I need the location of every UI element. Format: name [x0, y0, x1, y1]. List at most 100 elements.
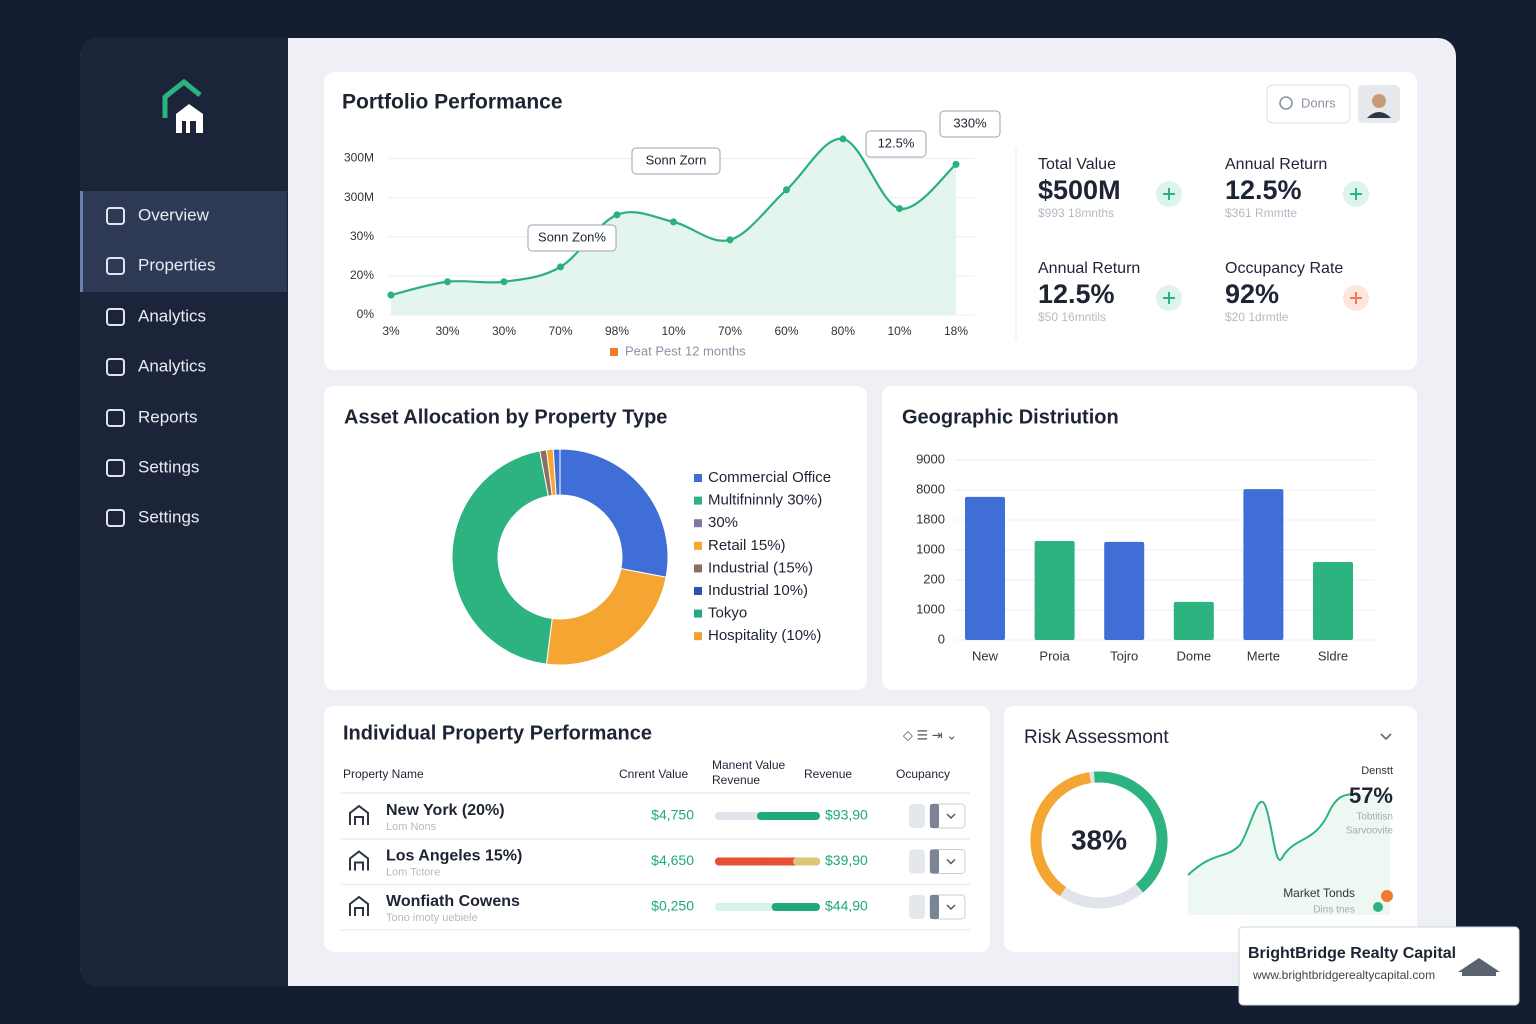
x-tick-label: 70%: [718, 324, 742, 338]
property-sub: Lom Nons: [386, 821, 437, 833]
line-point: [444, 278, 451, 286]
kpi-label: Annual Return: [1038, 260, 1140, 277]
legend-swatch: [694, 474, 702, 482]
annotation-box: [939, 110, 1001, 138]
bar: [1313, 562, 1353, 640]
property-sub: Tono imoty uebiele: [386, 912, 478, 924]
kpi-sub: $20 1drmtle: [1225, 310, 1289, 324]
nav-item[interactable]: Overview: [138, 205, 210, 224]
x-tick-label: Proia: [1039, 648, 1070, 663]
y-tick-label: 1000: [916, 541, 945, 556]
annotation-box: [527, 224, 617, 252]
bar: [1104, 541, 1145, 640]
row-icon: [349, 895, 369, 916]
dropdown-caret: [946, 858, 956, 865]
x-tick-label: 3%: [382, 324, 400, 338]
table-header: Ocupancy: [896, 767, 950, 781]
nav-item[interactable]: Settings: [138, 457, 199, 476]
kpi-icon-plus: [1350, 292, 1362, 304]
y-tick-label: 9000: [916, 451, 945, 466]
risk-sub: Tobtitisn: [1356, 812, 1393, 823]
kpi-label: Occupancy Rate: [1225, 260, 1343, 277]
search-placeholder: Donrs: [1301, 95, 1336, 110]
nav-icon: [106, 308, 125, 326]
toggle[interactable]: [909, 804, 925, 828]
property-revenue: $93,90: [825, 807, 868, 823]
nav-icon: [106, 409, 125, 427]
dropdown-left: [930, 804, 939, 828]
property-revenue: $44,90: [825, 898, 868, 914]
search-icon: [1279, 96, 1293, 110]
kpi-icon-plus: [1350, 188, 1362, 200]
legend-swatch: [694, 564, 702, 573]
kpi-label: Annual Return: [1225, 156, 1327, 173]
table-tools: ◇ ☰ ⇥ ⌄: [903, 727, 957, 742]
annotation: 12.5%: [878, 135, 915, 150]
property-revenue: $39,90: [825, 852, 868, 868]
property-name: New York (20%): [386, 802, 505, 819]
kpi-icon-plus: [1163, 292, 1175, 304]
nav-item[interactable]: Properties: [138, 255, 215, 274]
donut-segment: [559, 448, 669, 578]
card-title: Portfolio Performance: [342, 91, 563, 114]
legend-swatch: [694, 609, 702, 618]
gauge-label: 38%: [1071, 824, 1127, 855]
toggle[interactable]: [909, 849, 925, 874]
brand-name: BrightBridge Realty Capital: [1248, 945, 1456, 962]
progress-fill: [771, 903, 820, 911]
legend-label: Tokyo: [708, 605, 747, 622]
donut-segment: [552, 448, 561, 496]
kpi-sub: $361 Rmmtte: [1225, 206, 1297, 220]
dropdown-caret: [946, 904, 956, 911]
toggle[interactable]: [909, 895, 925, 919]
line-point: [670, 218, 677, 226]
line-point: [500, 278, 508, 286]
line-point: [726, 236, 734, 244]
legend-swatch: [610, 348, 618, 356]
legend-label: Hospitality (10%): [708, 627, 821, 644]
card-title: Individual Property Performance: [343, 722, 652, 744]
property-name: Wonfiath Cowens: [386, 893, 520, 910]
kpi-value: 92%: [1225, 279, 1279, 309]
y-tick-label: 8000: [916, 481, 945, 496]
line-point: [896, 205, 903, 213]
card: [324, 706, 990, 952]
row-icon: [349, 804, 369, 825]
bar: [1243, 489, 1284, 640]
risk-dot: [1373, 902, 1383, 912]
sparkline-area: [1188, 794, 1390, 915]
table-header: Revenue: [712, 773, 760, 787]
search-box[interactable]: [1266, 84, 1351, 124]
card-title: Geographic Distriution: [902, 406, 1119, 428]
kpi-value: $500M: [1038, 175, 1121, 205]
brand-logo: [1458, 958, 1500, 976]
x-tick-label: 80%: [831, 324, 855, 338]
line: [390, 137, 957, 297]
brand-url: www.brightbridgerealtycapital.com: [1252, 968, 1435, 982]
y-tick-label: 200: [923, 571, 945, 586]
nav-icon: [106, 207, 125, 225]
risk-label: Denstt: [1361, 765, 1393, 777]
legend-swatch: [694, 587, 702, 595]
legend-label: 30%: [708, 514, 738, 531]
avatar-head: [1372, 94, 1386, 108]
dropdown-caret: [946, 813, 956, 820]
x-tick-label: Dome: [1176, 648, 1211, 663]
x-tick-label: Sldre: [1318, 648, 1348, 663]
x-tick-label: 30%: [435, 324, 459, 338]
nav-item[interactable]: Analytics: [138, 356, 206, 375]
y-tick-label: 30%: [350, 229, 374, 243]
kpi-label: Total Value: [1038, 156, 1116, 173]
x-tick-label: 98%: [605, 324, 629, 338]
nav-item[interactable]: Reports: [138, 407, 198, 426]
table-header: Revenue: [804, 767, 852, 781]
nav-item[interactable]: Analytics: [138, 306, 206, 325]
nav-active-bar: [80, 191, 83, 292]
legend-swatch: [694, 519, 702, 528]
nav-item[interactable]: Settings: [138, 507, 199, 526]
legend-label: Peat Pest 12 months: [625, 343, 746, 358]
x-tick-label: Merte: [1247, 648, 1280, 663]
x-tick-label: Tojro: [1110, 648, 1138, 663]
annotation-box: [865, 130, 927, 158]
x-tick-label: 10%: [661, 324, 685, 338]
